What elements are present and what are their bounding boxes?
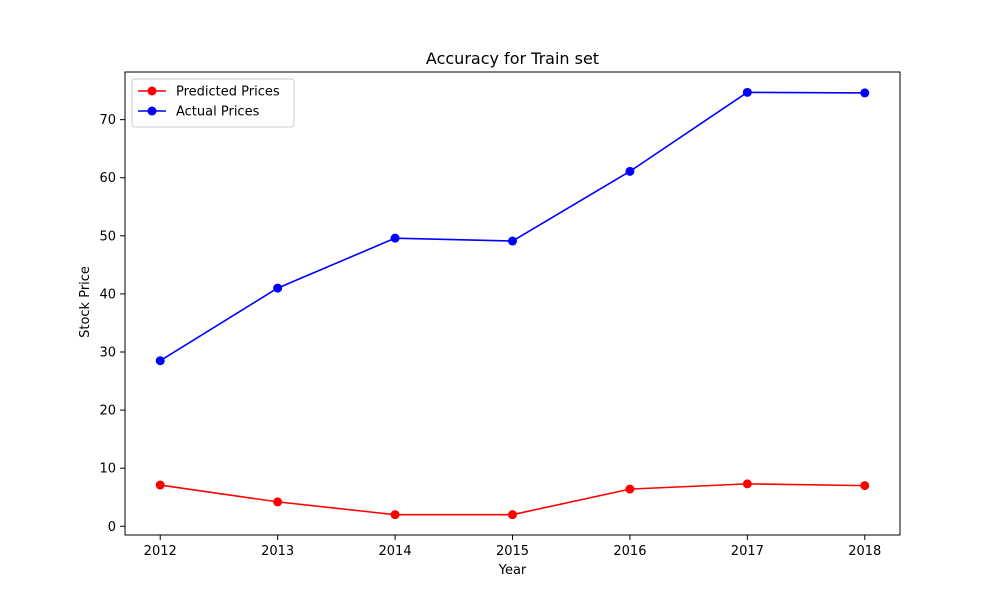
legend-item: Actual Prices [138,105,260,120]
legend-label: Predicted Prices [176,85,280,100]
y-tick-label: 20 [99,404,116,419]
series-predicted-prices [155,479,870,520]
data-point [508,510,517,520]
x-tick-label: 2013 [261,544,294,559]
legend-label: Actual Prices [176,105,260,120]
data-point [860,481,870,491]
legend-marker [147,106,157,116]
data-point [273,497,283,507]
data-point [508,236,517,246]
series-layer [155,87,870,520]
series-line [159,91,865,362]
legend-box [131,78,295,128]
x-tick-label: 2016 [613,544,646,559]
series-actual-prices [155,87,870,366]
data-point [155,480,165,490]
legend-item: Predicted Prices [138,85,280,100]
y-tick-label: 0 [108,520,116,535]
plot-frame [124,71,901,536]
data-point [273,283,283,293]
legend: Predicted Prices Actual Prices [131,78,295,128]
data-point [742,479,752,489]
data-point [155,356,165,366]
y-axis: 0 10 20 30 40 50 60 70 [99,113,125,535]
x-axis: 2012 2013 2014 2015 2016 2017 2018 [144,535,881,559]
data-point [625,166,635,176]
y-tick-label: 10 [99,462,116,477]
y-tick-label: 60 [99,171,116,186]
data-point [742,87,752,97]
plot-area [124,71,901,536]
y-tick-label: 50 [99,229,116,244]
x-tick-label: 2015 [496,544,529,559]
x-tick-label: 2014 [379,544,412,559]
chart-title: Accuracy for Train set [426,49,599,68]
data-point [860,88,870,98]
series-line [160,483,865,516]
legend-marker [147,86,157,96]
y-axis-label: Stock Price [78,266,93,338]
y-tick-label: 70 [99,113,116,128]
data-point [390,233,400,243]
x-tick-label: 2018 [848,544,881,559]
x-tick-label: 2017 [731,544,764,559]
x-tick-label: 2012 [144,544,177,559]
y-tick-label: 40 [99,287,116,302]
x-axis-label: Year [498,563,527,578]
y-tick-label: 30 [99,346,116,361]
data-point [625,484,635,494]
data-point [390,510,400,520]
